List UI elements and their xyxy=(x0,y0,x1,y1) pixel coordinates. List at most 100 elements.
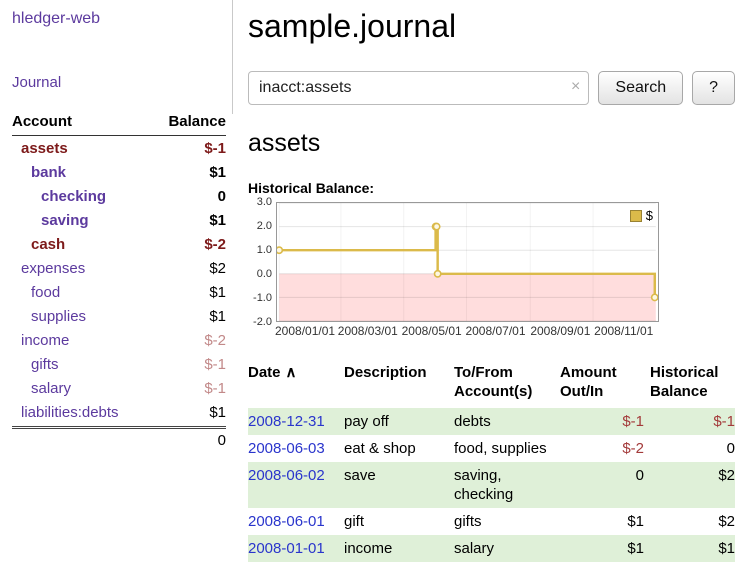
account-row: assets $-1 xyxy=(12,136,226,160)
x-tick-label: 2008/09/01 xyxy=(530,324,591,338)
account-balance: $1 xyxy=(209,307,226,325)
account-row: supplies $1 xyxy=(12,304,226,328)
sidebar-account-income[interactable]: income xyxy=(21,331,70,349)
account-balance: $-1 xyxy=(204,355,226,373)
account-row: saving $1 xyxy=(12,208,226,232)
chart-y-axis: 3.0 2.0 1.0 0.0 -1.0 -2.0 xyxy=(248,196,276,337)
sidebar-account-expenses[interactable]: expenses xyxy=(21,259,86,277)
account-balance: $1 xyxy=(209,163,226,181)
account-balance: $-2 xyxy=(204,235,226,253)
account-balance: $-2 xyxy=(204,331,226,349)
account-total-row: 0 xyxy=(12,426,226,450)
sidebar-account-food[interactable]: food xyxy=(31,283,61,301)
sort-ascending-icon: ∧ xyxy=(285,364,297,381)
register-header-amount: Amount Out/In xyxy=(560,364,617,400)
sidebar-account-bank[interactable]: bank xyxy=(31,163,67,181)
account-balance: 0 xyxy=(217,187,226,205)
sidebar-account-saving[interactable]: saving xyxy=(41,211,89,229)
transaction-accounts: gifts xyxy=(454,513,482,530)
sidebar-account-gifts[interactable]: gifts xyxy=(31,355,59,373)
total-balance: 0 xyxy=(217,432,226,449)
transaction-amount: $-2 xyxy=(622,440,644,457)
register-header-description: Description xyxy=(344,364,427,381)
x-tick-label: 2008/01/01 xyxy=(275,324,336,338)
y-tick-label: -2.0 xyxy=(253,316,272,328)
chart-title: Historical Balance: xyxy=(248,180,375,196)
chart-legend: $ xyxy=(627,207,655,224)
y-tick-label: 2.0 xyxy=(256,220,272,232)
register-header-date[interactable]: Date ∧ xyxy=(248,361,344,408)
account-row: salary $-1 xyxy=(12,376,226,400)
account-row: checking 0 xyxy=(12,184,226,208)
chart-plot-area: $ 2008/01/01 2008/03/01 2008/05/01 2008/07/… xyxy=(275,202,661,338)
account-row: gifts $-1 xyxy=(12,352,226,376)
transaction-accounts: salary xyxy=(454,535,560,562)
clear-search-icon[interactable]: × xyxy=(571,78,581,95)
y-tick-label: 1.0 xyxy=(256,244,272,256)
transaction-balance: 0 xyxy=(726,440,735,457)
account-row: expenses $2 xyxy=(12,256,226,280)
transaction-date-link[interactable]: 2008-12-31 xyxy=(248,413,325,430)
account-balance: $1 xyxy=(209,283,226,301)
transaction-accounts: saving, checking xyxy=(454,462,560,508)
account-balance: $1 xyxy=(209,403,226,421)
transaction-description: gift xyxy=(344,513,365,530)
account-row: food $1 xyxy=(12,280,226,304)
y-tick-label: 0.0 xyxy=(256,268,272,280)
transaction-date-link[interactable]: 2008-01-01 xyxy=(248,540,325,557)
search-bar: × Search ? xyxy=(248,71,735,105)
sidebar-divider xyxy=(232,0,233,114)
x-tick-label: 2008/07/01 xyxy=(465,324,526,338)
search-input-wrapper: × xyxy=(248,71,590,105)
sidebar-account-salary[interactable]: salary xyxy=(31,379,72,397)
transaction-accounts: food, supplies xyxy=(454,440,547,457)
account-balance: $-1 xyxy=(204,379,226,397)
search-button[interactable]: Search xyxy=(598,71,684,105)
search-input[interactable] xyxy=(248,71,590,105)
sidebar: hledger-web Journal Account Balance asse… xyxy=(0,0,232,450)
sidebar-account-supplies[interactable]: supplies xyxy=(31,307,87,325)
help-button[interactable]: ? xyxy=(692,71,735,105)
account-row: income $-2 xyxy=(12,328,226,352)
main-content: sample.journal × Search ? assets Histori… xyxy=(248,0,735,562)
register-row: 2008-06-01 gift gifts $1 $2 xyxy=(248,508,735,535)
nav-journal-link[interactable]: Journal xyxy=(12,74,62,91)
account-balance: $1 xyxy=(209,211,226,229)
register-row: 2008-06-03 eat & shop food, supplies $-2… xyxy=(248,435,735,462)
account-balance: $2 xyxy=(209,259,226,277)
transaction-date-link[interactable]: 2008-06-01 xyxy=(248,513,325,530)
transaction-amount: 0 xyxy=(560,462,650,508)
account-balance: $-1 xyxy=(204,139,226,157)
account-row: bank $1 xyxy=(12,160,226,184)
account-row: liabilities:debts $1 xyxy=(12,400,226,424)
transaction-date-link[interactable]: 2008-06-03 xyxy=(248,440,325,457)
account-tree: Account Balance assets $-1 bank $1 check… xyxy=(12,111,226,450)
sidebar-account-assets[interactable]: assets xyxy=(21,139,68,157)
y-tick-label: -1.0 xyxy=(253,292,272,304)
account-heading: assets xyxy=(248,129,321,157)
app-title-link[interactable]: hledger-web xyxy=(12,10,101,27)
sidebar-account-checking[interactable]: checking xyxy=(41,187,107,205)
balance-chart-svg xyxy=(276,202,659,322)
x-tick-label: 2008/05/01 xyxy=(401,324,462,338)
transaction-date-link[interactable]: 2008-06-02 xyxy=(248,467,325,484)
register-row: 2008-12-31 pay off debts $-1 $-1 xyxy=(248,408,735,435)
x-tick-label: 2008/11/01 xyxy=(594,324,654,338)
chart-x-axis: 2008/01/01 2008/03/01 2008/05/01 2008/07/01… xyxy=(275,322,661,338)
sidebar-account-cash[interactable]: cash xyxy=(31,235,66,253)
transaction-balance: $2 xyxy=(718,513,735,530)
register-table: Date ∧ Description To/From Account(s) Amo… xyxy=(248,361,735,562)
sidebar-account-liabilities-debts[interactable]: liabilities:debts xyxy=(21,403,119,421)
transaction-amount: $1 xyxy=(627,513,644,530)
x-tick-label: 2008/03/01 xyxy=(337,324,398,338)
transaction-description: save xyxy=(344,462,454,508)
legend-label: $ xyxy=(645,208,653,223)
transaction-balance: $1 xyxy=(650,535,735,562)
date-header-label: Date xyxy=(248,364,281,381)
transaction-description: income xyxy=(344,535,454,562)
account-row: cash $-2 xyxy=(12,232,226,256)
transaction-amount: $-1 xyxy=(560,408,650,435)
register-header-accounts: To/From Account(s) xyxy=(454,364,533,400)
y-tick-label: 3.0 xyxy=(256,196,272,208)
register-row: 2008-06-02 save saving, checking 0 $2 xyxy=(248,462,735,508)
